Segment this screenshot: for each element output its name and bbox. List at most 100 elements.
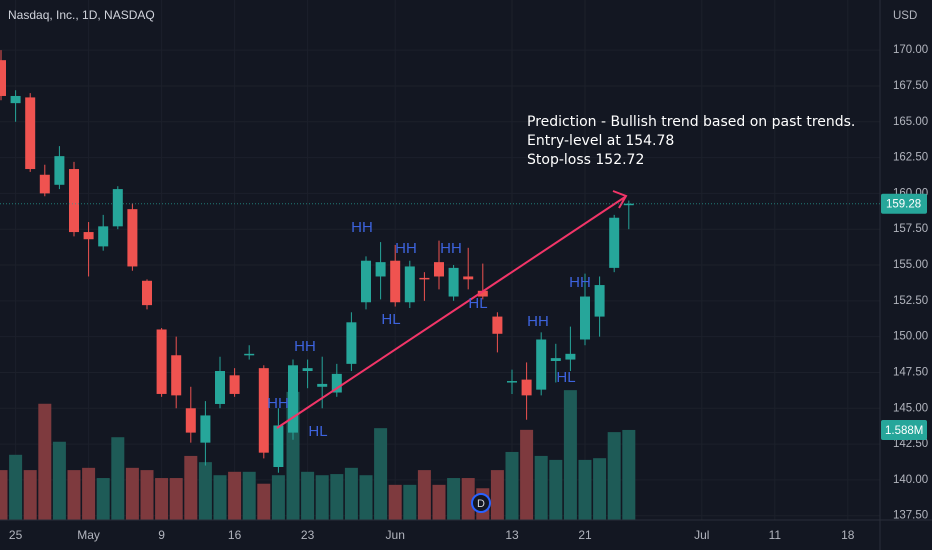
volume-bar: [447, 478, 461, 520]
volume-bar: [534, 455, 548, 520]
volume-bar: [38, 403, 52, 520]
y-tick-label: 162.50: [893, 152, 928, 164]
candle-body: [142, 280, 152, 306]
overlay: 159.28 1.588M HH HH HH HL HL HH HH HL HH HH HL Predic…: [0, 114, 927, 440]
y-tick-label: 165.00: [893, 116, 928, 128]
candle-body: [434, 262, 444, 277]
x-tick-label: 13: [505, 528, 519, 542]
candle-body: [375, 262, 386, 277]
volume-bar: [198, 462, 212, 520]
pattern-label: HH: [569, 274, 591, 291]
x-tick-label: 21: [578, 528, 592, 542]
candle-body: [83, 232, 94, 240]
candle-body: [536, 339, 547, 390]
volume-bar: [0, 470, 8, 520]
candle-body: [273, 425, 284, 467]
volume-bar: [125, 467, 139, 520]
prediction-text: Prediction - Bullish trend based on past…: [527, 114, 855, 130]
pattern-label: HL: [468, 295, 487, 312]
candle-body: [477, 290, 488, 297]
pattern-label: HH: [351, 219, 373, 236]
y-tick-label: 155.00: [893, 259, 928, 271]
candle-body: [580, 296, 590, 340]
candle-body: [288, 365, 298, 433]
x-tick-label: 23: [301, 528, 315, 542]
y-tick-label: 152.50: [893, 295, 928, 307]
pattern-label: HL: [556, 369, 575, 386]
candle-body: [565, 353, 576, 360]
y-tick-label: 167.50: [893, 80, 928, 92]
pattern-label: HH: [267, 395, 289, 412]
x-tick-label: 16: [228, 528, 242, 542]
currency-label: USD: [893, 10, 917, 22]
y-tick-label: 145.00: [893, 402, 928, 414]
volume-bar: [593, 458, 607, 520]
pattern-label: HL: [381, 311, 400, 328]
y-tick-label: 142.50: [893, 438, 928, 450]
volume-bar: [67, 470, 81, 520]
y-tick-label: 147.50: [893, 366, 928, 378]
candle-body: [25, 97, 36, 170]
y-tick-label: 150.00: [893, 331, 928, 343]
pattern-label: HH: [440, 240, 462, 257]
volume-bar: [271, 475, 285, 520]
x-tick-label: May: [77, 528, 100, 542]
y-tick-label: 140.00: [893, 474, 928, 486]
volume-bar: [257, 483, 271, 520]
candle-layer: [0, 50, 634, 473]
volume-bar: [169, 478, 183, 520]
volume-bar: [622, 429, 636, 520]
candle-body: [215, 371, 225, 404]
volume-bar: [490, 470, 504, 520]
candle-body: [448, 267, 459, 297]
price-badge: [881, 193, 927, 214]
volume-bar: [388, 484, 402, 520]
volume-bar: [96, 478, 110, 520]
candle-body: [594, 285, 605, 317]
candle-body: [229, 375, 240, 394]
volume-bar: [184, 455, 198, 520]
candle-body: [0, 60, 6, 96]
candle-body: [419, 277, 430, 280]
volume-bar: [111, 437, 125, 520]
candle-body: [550, 358, 561, 361]
candle-body: [185, 408, 196, 433]
candle-body: [200, 415, 211, 443]
candle-body: [171, 355, 182, 396]
volume-bar: [23, 470, 37, 520]
price-badge-label: 159.28: [886, 199, 921, 211]
x-tick-label: 18: [841, 528, 855, 542]
prediction-text: Stop-loss 152.72: [527, 152, 644, 168]
y-tick-label: 170.00: [893, 44, 928, 56]
candle-body: [623, 203, 634, 206]
candle-body: [258, 368, 269, 453]
volume-bar: [578, 459, 592, 520]
volume-bar: [417, 470, 431, 520]
x-tick-label: 11: [769, 528, 782, 542]
volume-bar: [52, 441, 66, 520]
volume-bar: [155, 478, 169, 520]
volume-bar: [82, 467, 96, 520]
chart-title: Nasdaq, Inc., 1D, NASDAQ: [8, 8, 155, 22]
candle-body: [346, 322, 357, 364]
candle-body: [361, 260, 371, 303]
volume-bar: [549, 459, 563, 520]
volume-bar: [505, 451, 519, 520]
pattern-label: HH: [527, 313, 549, 330]
candle-body: [609, 217, 620, 268]
candle-body: [127, 209, 138, 267]
volume-bar: [374, 428, 388, 520]
candle-body: [404, 266, 415, 303]
volume-bar: [607, 432, 621, 520]
volume-bar: [301, 471, 315, 520]
candle-body: [521, 379, 532, 396]
volume-badge-label: 1.588M: [885, 425, 923, 437]
volume-bar: [563, 390, 577, 520]
volume-bar: [242, 471, 256, 520]
x-tick-label: Jun: [386, 528, 405, 542]
candle-body: [492, 316, 503, 334]
candle-body: [302, 368, 313, 372]
volume-bar: [213, 475, 227, 520]
